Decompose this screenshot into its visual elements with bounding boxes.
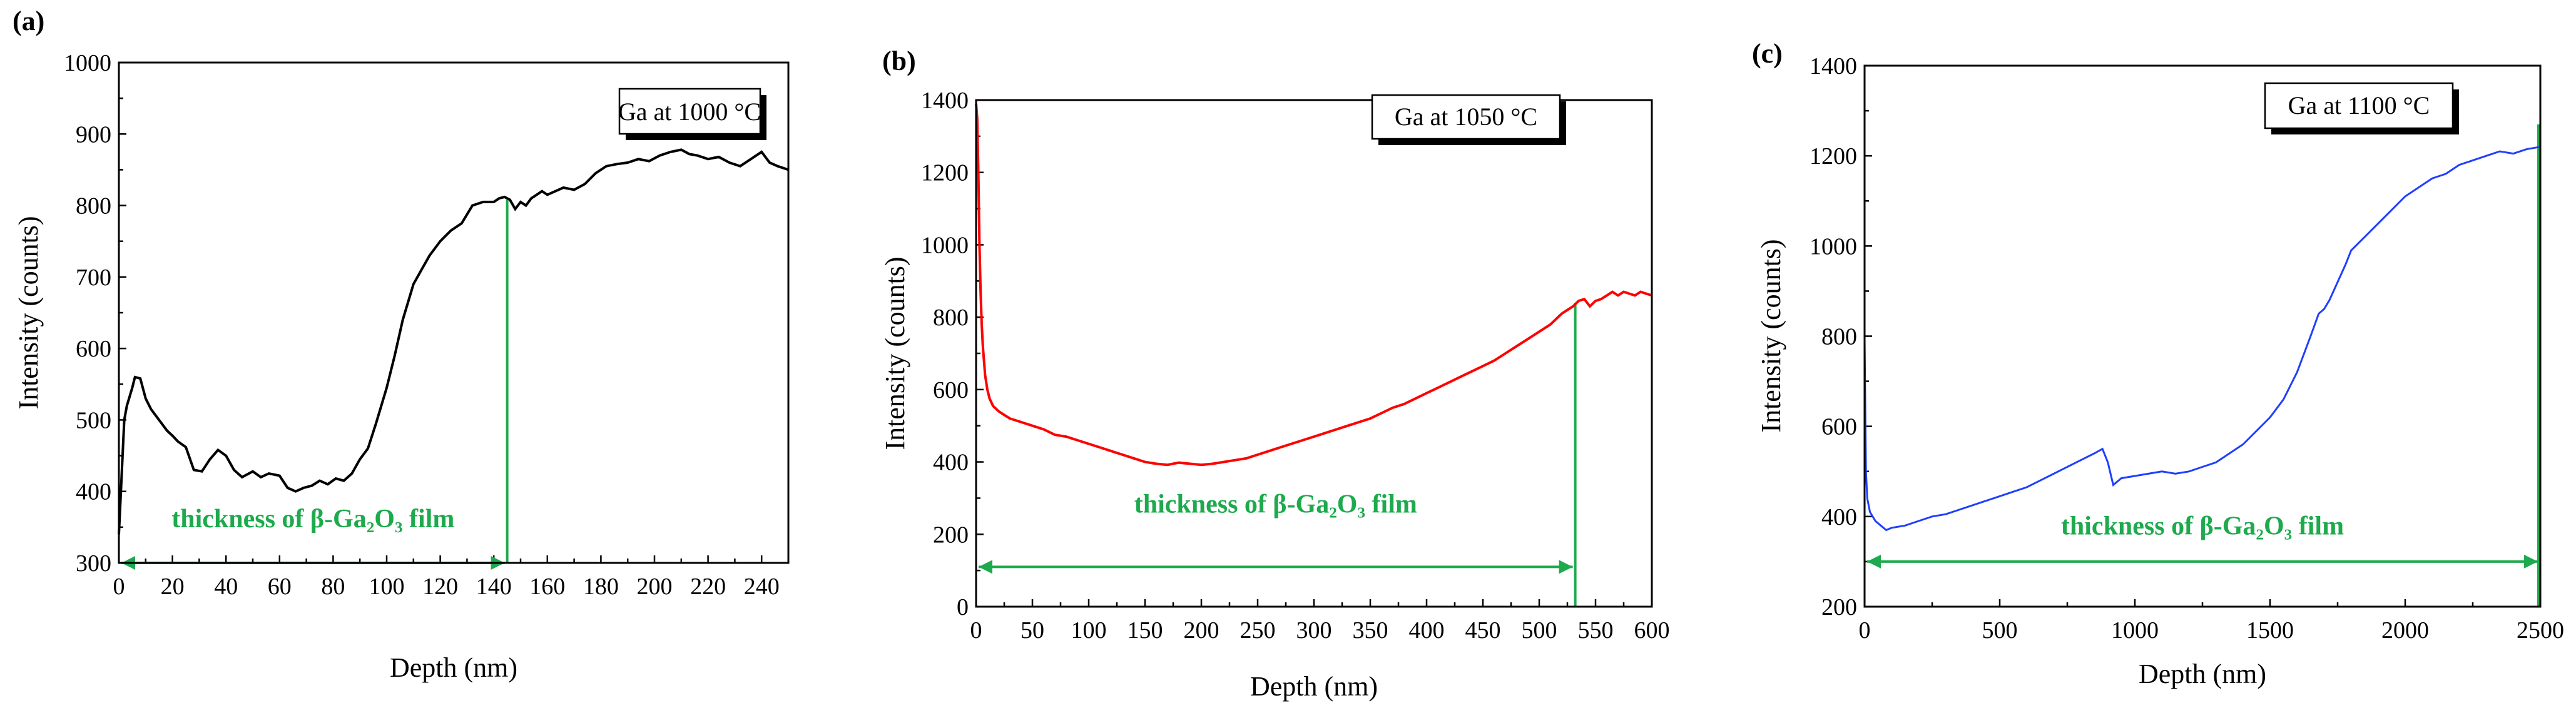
x-tick-label: 0 <box>970 617 982 644</box>
y-axis-title: Intensity (counts) <box>1756 239 1786 432</box>
chart-panel-c: (c) 200 400 600 800 1000 1200 1400 0 500 1000 150… <box>1752 38 2564 689</box>
x-tick-label: 200 <box>1184 617 1219 644</box>
data-series-line <box>118 148 789 535</box>
annotation: thickness of β-Ga₂O₃ film <box>121 200 509 570</box>
y-ticks: 300 400 500 600 700 800 900 1000 <box>64 50 126 577</box>
legend-box: Ga at 1000 °C <box>618 88 766 140</box>
x-tick-label: 1000 <box>2111 617 2159 644</box>
plot-frame <box>975 99 1653 608</box>
plot-area: 0 200 400 600 800 1000 1200 1400 0 50 100 150 200 25… <box>921 88 1670 644</box>
x-tick-label: 60 <box>268 574 292 600</box>
x-tick-label: 450 <box>1465 617 1501 644</box>
x-ticks: 0 50 100 150 200 250 300 350 400 450 500 550 600 <box>970 599 1670 644</box>
x-tick-label: 100 <box>369 574 405 600</box>
panel-label: (c) <box>1752 38 1783 69</box>
arrowhead-right <box>1559 560 1573 574</box>
y-axis-title: Intensity (counts) <box>880 256 910 450</box>
panel-label: (b) <box>882 46 916 76</box>
y-tick-label: 800 <box>1821 324 1857 350</box>
y-tick-label: 400 <box>933 450 969 476</box>
arrowhead-right <box>2524 554 2538 569</box>
arrowhead-left <box>979 560 992 574</box>
x-tick-label: 500 <box>1522 617 1557 644</box>
x-tick-label: 350 <box>1353 617 1388 644</box>
x-tick-label: 40 <box>214 574 238 600</box>
plot-frame <box>1863 64 2542 608</box>
x-axis-title: Depth (nm) <box>2139 659 2266 689</box>
y-tick-label: 200 <box>1821 594 1857 620</box>
x-ticks: 0 500 1000 1500 2000 2500 <box>1859 599 2564 644</box>
y-tick-label: 300 <box>76 550 111 577</box>
x-tick-label: 0 <box>1859 617 1871 644</box>
x-tick-label: 50 <box>1021 617 1044 644</box>
x-tick-label: 80 <box>321 574 345 600</box>
plot-area: 200 400 600 800 1000 1200 1400 0 500 1000 1500 200… <box>1810 53 2564 644</box>
x-tick-label: 250 <box>1240 617 1276 644</box>
legend-box: Ga at 1100 °C <box>2264 82 2459 134</box>
x-tick-label: 550 <box>1578 617 1614 644</box>
annotation: thickness of β-Ga₂O₃ film <box>979 303 1577 607</box>
y-tick-label: 1200 <box>1810 143 1857 169</box>
data-series-line <box>1863 146 2541 532</box>
thickness-label: thickness of β-Ga₂O₃ film <box>2061 512 2344 541</box>
x-tick-label: 20 <box>161 574 185 600</box>
y-tick-label: 1400 <box>921 88 969 114</box>
y-tick-label: 1000 <box>1810 233 1857 260</box>
x-tick-label: 160 <box>529 574 565 600</box>
thickness-label: thickness of β-Ga₂O₃ film <box>1134 490 1417 519</box>
y-tick-label: 1000 <box>921 232 969 258</box>
y-ticks: 200 400 600 800 1000 1200 1400 <box>1810 53 1872 620</box>
y-tick-label: 600 <box>76 336 111 362</box>
data-series-line <box>975 103 1652 467</box>
thickness-label: thickness of β-Ga₂O₃ film <box>171 505 454 533</box>
x-tick-label: 600 <box>1634 617 1670 644</box>
y-tick-label: 900 <box>76 121 111 148</box>
chart-panel-a: (a) 300 400 500 600 700 800 900 1000 0 20 40 60 80 1… <box>13 6 790 683</box>
y-axis-title: Intensity (counts) <box>13 216 44 409</box>
legend-label: Ga at 1000 °C <box>618 98 761 126</box>
y-tick-label: 0 <box>957 594 969 620</box>
y-tick-label: 700 <box>76 265 111 291</box>
arrowhead-left <box>1867 554 1881 569</box>
y-tick-label: 600 <box>933 377 969 403</box>
y-tick-label: 800 <box>76 193 111 220</box>
x-tick-label: 2500 <box>2517 617 2564 644</box>
legend-label: Ga at 1050 °C <box>1395 103 1537 131</box>
plot-area: 300 400 500 600 700 800 900 1000 0 20 40 60 80 100 12… <box>64 50 790 600</box>
x-tick-label: 150 <box>1128 617 1163 644</box>
x-tick-label: 400 <box>1409 617 1445 644</box>
y-tick-label: 600 <box>1821 414 1857 440</box>
y-ticks: 0 200 400 600 800 1000 1200 1400 <box>921 88 984 620</box>
x-axis-title: Depth (nm) <box>1250 671 1378 702</box>
panel-label: (a) <box>13 6 44 36</box>
x-tick-label: 300 <box>1296 617 1332 644</box>
legend-label: Ga at 1100 °C <box>2288 91 2430 119</box>
x-tick-label: 1500 <box>2246 617 2294 644</box>
x-tick-label: 2000 <box>2381 617 2429 644</box>
x-tick-label: 180 <box>583 574 619 600</box>
x-tick-label: 200 <box>637 574 673 600</box>
y-tick-label: 400 <box>1821 504 1857 530</box>
y-tick-label: 1400 <box>1810 53 1857 79</box>
x-tick-label: 220 <box>690 574 726 600</box>
chart-panel-b: (b) 0 200 400 600 800 1000 1200 1400 0 50 100 150 2… <box>880 46 1670 702</box>
x-tick-label: 140 <box>476 574 512 600</box>
y-tick-label: 200 <box>933 522 969 548</box>
y-tick-label: 1000 <box>64 50 111 76</box>
legend-box: Ga at 1050 °C <box>1371 94 1566 145</box>
y-tick-label: 500 <box>76 407 111 433</box>
x-tick-label: 120 <box>422 574 458 600</box>
x-tick-label: 0 <box>113 574 125 600</box>
x-tick-label: 240 <box>744 574 780 600</box>
x-tick-label: 500 <box>1982 617 2018 644</box>
x-axis-title: Depth (nm) <box>390 652 517 683</box>
plot-frame <box>118 61 790 564</box>
y-tick-label: 800 <box>933 305 969 331</box>
y-tick-label: 1200 <box>921 160 969 186</box>
annotation: thickness of β-Ga₂O₃ film <box>1867 124 2540 607</box>
x-tick-label: 100 <box>1071 617 1107 644</box>
y-tick-label: 400 <box>76 479 111 505</box>
